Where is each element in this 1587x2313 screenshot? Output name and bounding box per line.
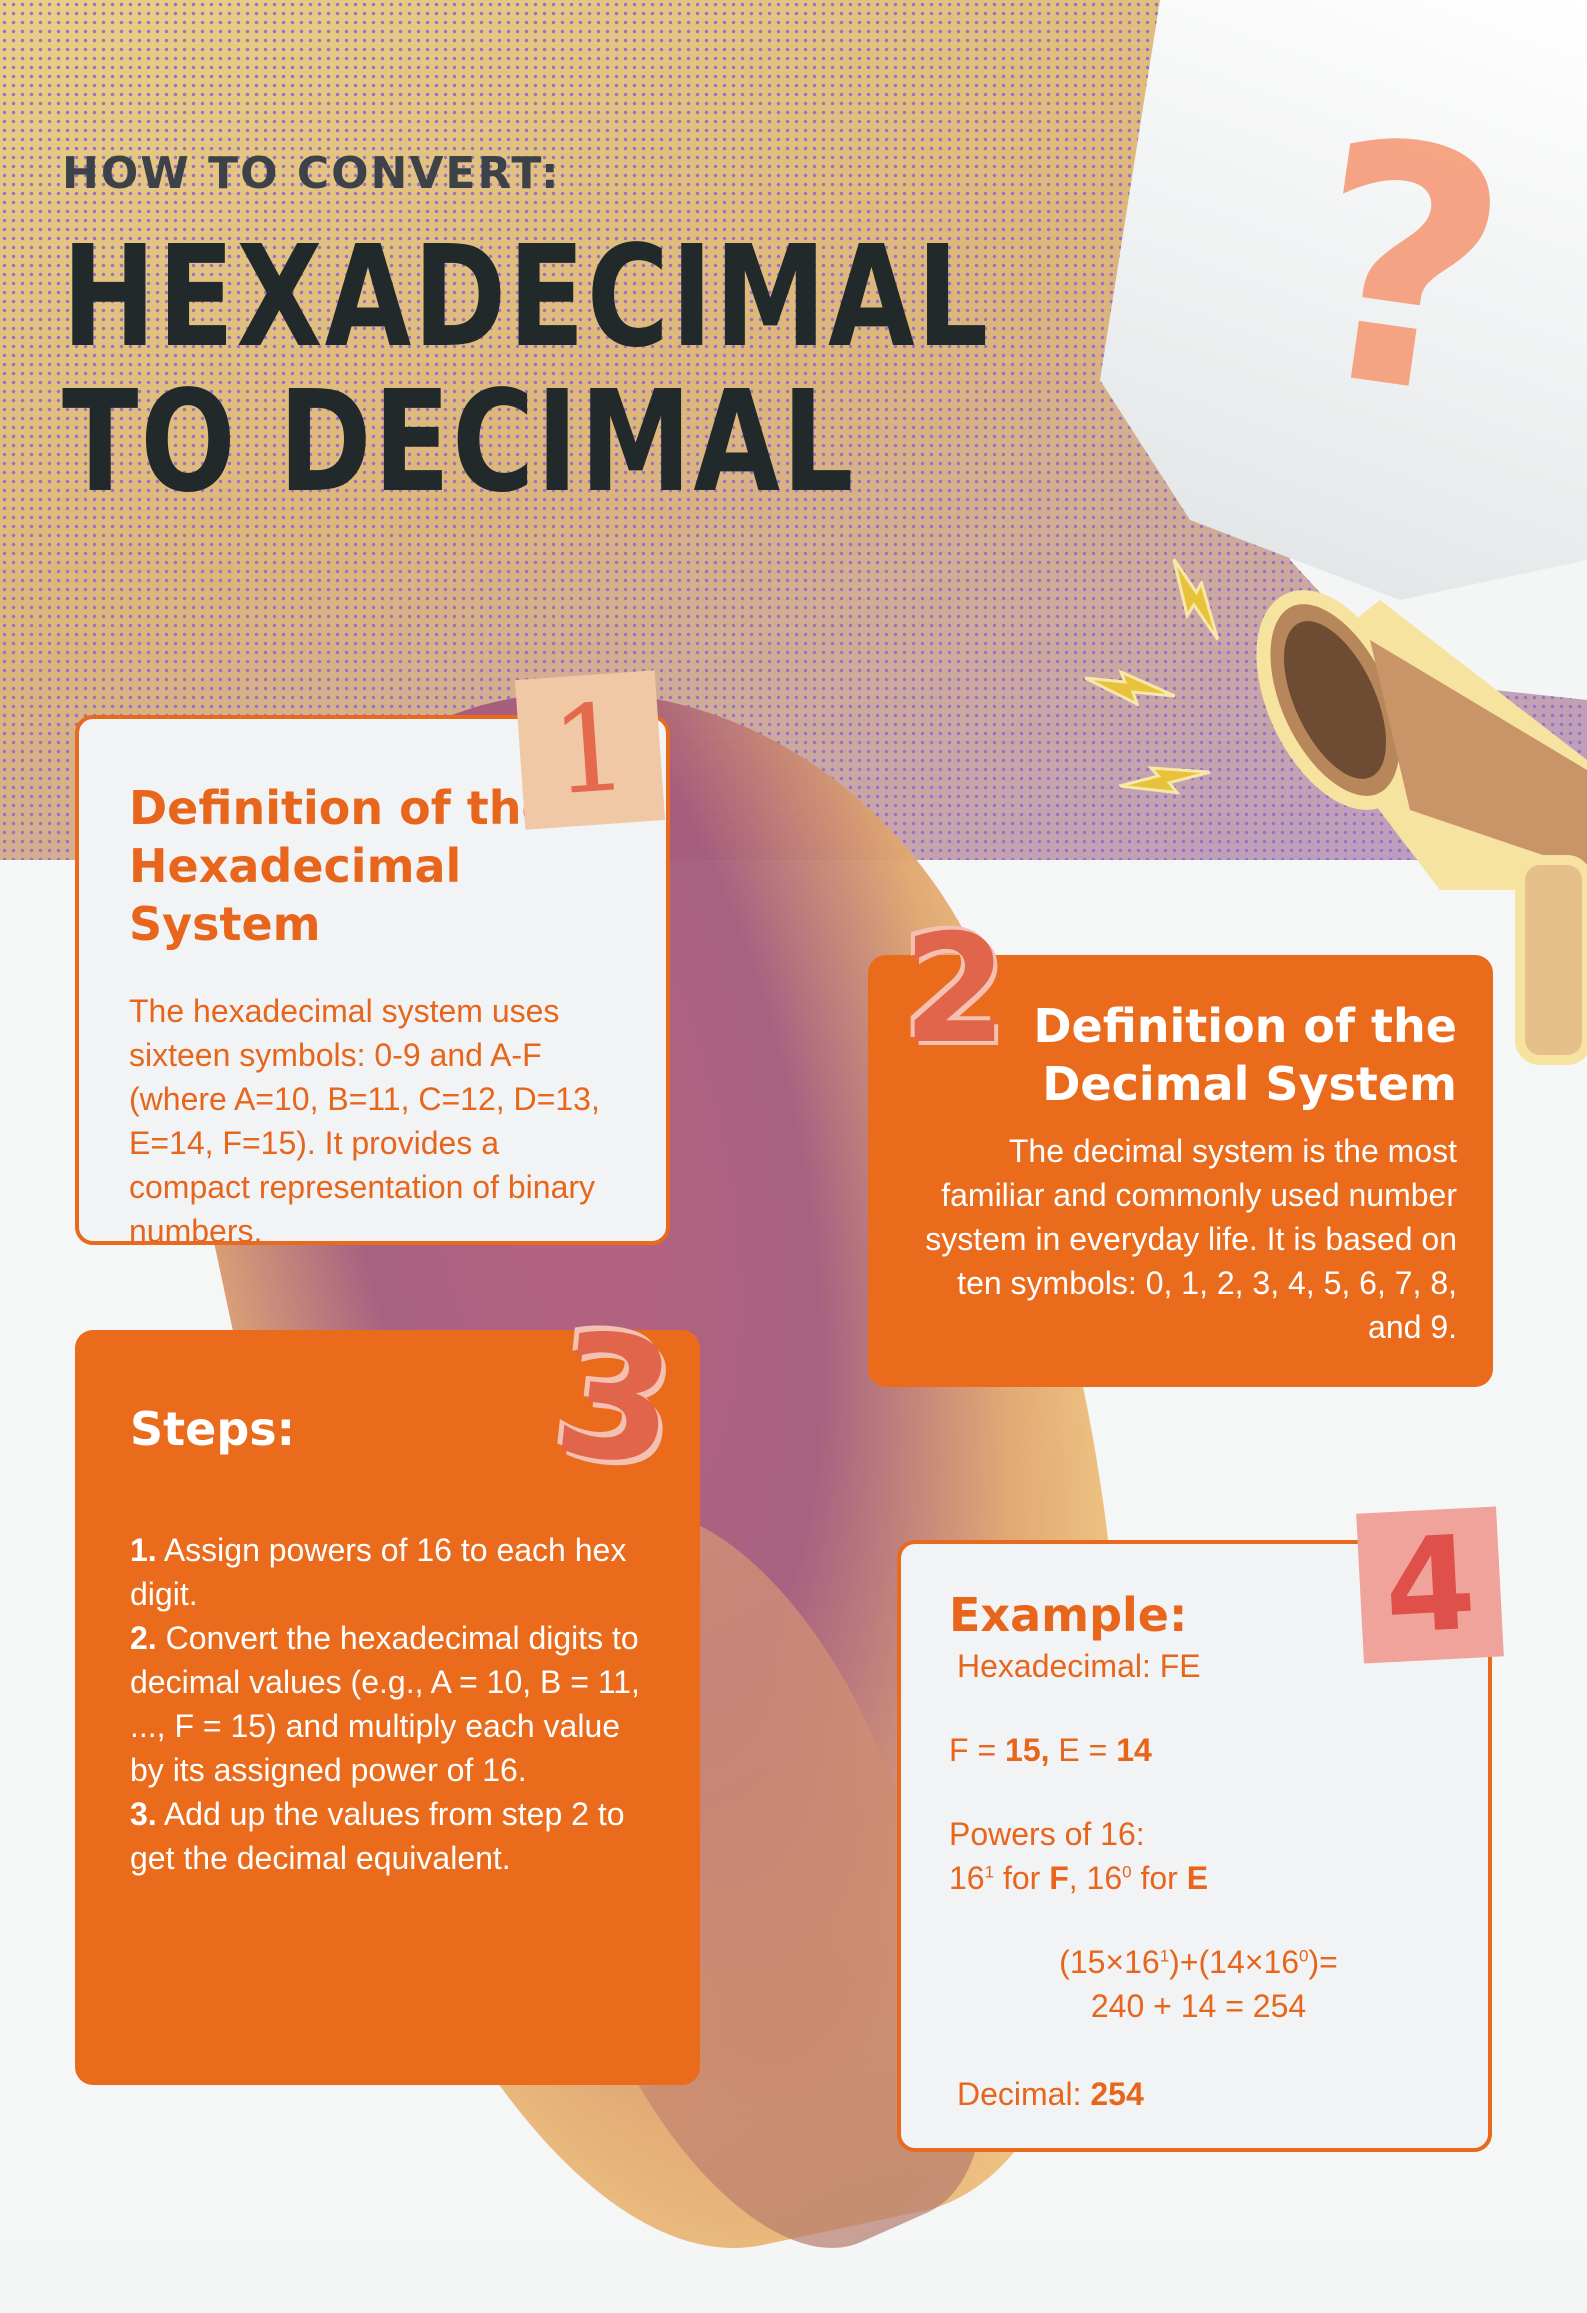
calc-part: )=: [1308, 1944, 1338, 1980]
page-title: HEXADECIMAL TO DECIMAL: [62, 225, 1062, 515]
power-base: 16: [949, 1860, 985, 1896]
power-exponent: 0: [1299, 1946, 1309, 1966]
power-exponent: 1: [984, 1862, 995, 1882]
example-digit-values: F = 15, E = 14: [949, 1728, 1448, 1772]
decimal-definition-title: Definition of the Decimal System: [904, 997, 1457, 1113]
f-value: 15,: [1005, 1732, 1050, 1768]
decimal-value: 254: [1090, 2076, 1144, 2112]
e-label: E =: [1049, 1732, 1117, 1768]
step-text: Add up the values from step 2 to get the…: [130, 1796, 625, 1876]
number-badge-2: 2: [902, 903, 1008, 1077]
step-number: 1.: [130, 1532, 157, 1568]
hex-definition-title-line1: Definition of the: [129, 781, 553, 835]
steps-title: Steps:: [130, 1402, 296, 1456]
example-hex-line: Hexadecimal: FE: [957, 1648, 1201, 1684]
hex-definition-title: Definition of the Hexadecimal System: [129, 779, 618, 953]
megaphone-icon: [1240, 560, 1587, 1070]
example-title: Example:: [949, 1588, 1188, 1642]
for-text: for: [994, 1860, 1050, 1896]
power-base: 16: [1086, 1860, 1123, 1896]
page-title-line1: HEXADECIMAL: [62, 216, 991, 379]
calc-part: (15×16: [1059, 1944, 1160, 1980]
page-title-line2: TO DECIMAL: [62, 361, 856, 524]
step-item: 2. Convert the hexadecimal digits to dec…: [130, 1616, 650, 1792]
step-text: Convert the hexadecimal digits to decima…: [130, 1620, 640, 1788]
example-decimal-result: Decimal: 254: [949, 2072, 1448, 2116]
example-powers-line: 161 for F, 160 for E: [949, 1856, 1448, 1900]
e-letter: E: [1186, 1860, 1209, 1896]
step-text: Assign powers of 16 to each hex digit.: [130, 1532, 627, 1612]
steps-card: Steps: 1. Assign powers of 16 to each he…: [75, 1330, 700, 2085]
example-calculation-line2: 240 + 14 = 254: [1090, 1988, 1307, 2024]
step-item: 1. Assign powers of 16 to each hex digit…: [130, 1528, 650, 1616]
decimal-definition-title-line2: Decimal System: [1042, 1057, 1457, 1111]
decimal-definition-body: The decimal system is the most familiar …: [925, 1133, 1457, 1345]
separator: ,: [1068, 1860, 1087, 1896]
step-item: 3. Add up the values from step 2 to get …: [130, 1792, 650, 1880]
hex-definition-body: The hexadecimal system uses sixteen symb…: [129, 993, 600, 1249]
torn-paper-background: [1100, 0, 1587, 600]
step-number: 2.: [130, 1620, 157, 1656]
question-mark-icon: ?: [1284, 66, 1528, 474]
number-badge-1: 1: [514, 670, 666, 830]
step-number: 3.: [130, 1796, 157, 1832]
decimal-definition-title-line1: Definition of the: [1033, 999, 1457, 1053]
hex-definition-title-line2: Hexadecimal System: [129, 839, 462, 951]
example-calculation-line1: (15×161)+(14×160)=: [949, 1940, 1448, 1984]
number-badge-4: 4: [1356, 1506, 1504, 1664]
decimal-definition-card: Definition of the Decimal System The dec…: [868, 955, 1493, 1387]
example-powers-label: Powers of 16:: [949, 1816, 1145, 1852]
for-text: for: [1131, 1860, 1187, 1896]
lightning-bolt-icon: [1116, 746, 1214, 814]
power-exponent: 1: [1159, 1946, 1170, 1966]
f-label: F =: [949, 1732, 1006, 1768]
subtitle: HOW TO CONVERT:: [62, 148, 561, 199]
decimal-label: Decimal:: [957, 2076, 1091, 2112]
f-letter: F: [1049, 1860, 1069, 1896]
calc-part: )+(14×16: [1169, 1944, 1300, 1980]
power-exponent: 0: [1122, 1862, 1132, 1882]
lightning-bolt-icon: [1151, 553, 1239, 648]
e-value: 14: [1116, 1732, 1152, 1768]
lightning-bolt-icon: [1084, 668, 1176, 708]
number-badge-3: 3: [545, 1295, 685, 1505]
